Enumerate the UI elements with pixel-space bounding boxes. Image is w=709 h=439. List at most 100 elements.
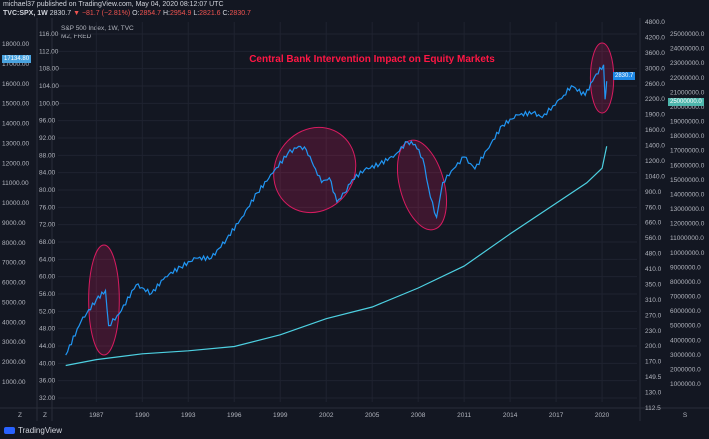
left-outer-tick: 17000.00 bbox=[2, 61, 29, 68]
right-inner-tick: 3000.0 bbox=[645, 65, 665, 72]
close-label: C: bbox=[222, 10, 230, 17]
right-inner-tick: 1900.0 bbox=[645, 112, 665, 119]
left-inner-tick: 40.00 bbox=[39, 360, 56, 367]
chart-title: Central Bank Intervention Impact on Equi… bbox=[249, 54, 495, 65]
left-outer-tick: 12000.00 bbox=[2, 160, 29, 167]
right-outer-tick: 16000000.0 bbox=[670, 162, 705, 169]
low-label: L: bbox=[193, 10, 200, 17]
right-inner-tick: 1600.0 bbox=[645, 127, 665, 134]
right-outer-tick: 10000000.0 bbox=[670, 250, 705, 257]
right-inner-tick: 310.0 bbox=[645, 297, 662, 304]
published-by-line: michael37 published on TradingView.com, … bbox=[3, 1, 224, 8]
right-outer-tick: 18000000.0 bbox=[670, 133, 705, 140]
left-inner-tick: 60.00 bbox=[39, 274, 56, 281]
highlight-ellipse bbox=[88, 244, 120, 356]
x-tick-label: 1999 bbox=[273, 412, 288, 419]
left-outer-tick: 1000.00 bbox=[2, 379, 26, 386]
down-triangle-icon: ▼ bbox=[73, 10, 80, 17]
spx-price-tag: 2830.7 bbox=[613, 72, 636, 80]
right-inner-tick: 112.5 bbox=[645, 405, 661, 412]
left-inner-tick: 80.00 bbox=[39, 187, 56, 194]
right-inner-tick: 170.0 bbox=[645, 359, 662, 366]
x-tick-label: 2017 bbox=[549, 412, 564, 419]
left-outer-tick: 2000.00 bbox=[2, 359, 26, 366]
x-tick-label: 1996 bbox=[227, 412, 242, 419]
high-value: 2954.9 bbox=[169, 10, 192, 17]
right-inner-tick: 560.0 bbox=[645, 235, 662, 242]
x-tick-label: 1987 bbox=[89, 412, 104, 419]
series-lines bbox=[65, 64, 608, 367]
right-outer-tick: 25000000.0 bbox=[670, 31, 705, 38]
right-outer-tick: 1000000.0 bbox=[670, 381, 701, 388]
last-price: 2830.7 bbox=[49, 10, 72, 17]
left-inner-tick: 108.00 bbox=[39, 66, 59, 73]
right-inner-tick: 130.0 bbox=[645, 390, 662, 397]
left-inner-tick: 32.00 bbox=[39, 395, 56, 402]
symbol-ohlc-line: TVC:SPX, 1W 2830.7 ▼ −81.7 (−2.81%) O:28… bbox=[3, 10, 251, 17]
m2-price-tag: 17134.80 bbox=[2, 55, 32, 63]
right-inner-tick: 1400.0 bbox=[645, 143, 665, 150]
low-value: 2821.6 bbox=[199, 10, 221, 17]
x-tick-label: 2011 bbox=[457, 412, 471, 419]
right-outer-tick: 13000000.0 bbox=[670, 206, 705, 213]
left-inner-tick: 36.00 bbox=[39, 378, 56, 385]
left-outer-tick: 15000.00 bbox=[2, 101, 29, 108]
left-outer-tick: 4000.00 bbox=[2, 319, 26, 326]
left-outer-tick: 14000.00 bbox=[2, 121, 29, 128]
left-outer-tick: 5000.00 bbox=[2, 299, 26, 306]
open-value: 2854.7 bbox=[139, 10, 161, 17]
right-inner-tick: 4800.0 bbox=[645, 19, 665, 26]
axis-ticks: 1987 1990 1993 1996 1999 2002 2005 2008 2011 2014… bbox=[2, 19, 705, 419]
right-inner-tick: 1040.0 bbox=[645, 173, 665, 180]
right-outer-tick: 2000000.0 bbox=[670, 366, 701, 373]
right-inner-tick: 200.0 bbox=[645, 343, 662, 350]
legend-spx[interactable]: S&P 500 Index, 1W, TVC bbox=[61, 25, 134, 32]
right-outer-tick: 17000000.0 bbox=[670, 148, 705, 155]
right-inner-tick: 2200.0 bbox=[645, 96, 665, 103]
left-inner-tick: 64.00 bbox=[39, 256, 56, 263]
open-label: O: bbox=[132, 10, 140, 17]
right-outer-tick: 12000000.0 bbox=[670, 221, 705, 228]
price-change: −81.7 (−2.81%) bbox=[81, 10, 131, 17]
right-inner-tick: 1200.0 bbox=[645, 158, 665, 165]
close-value: 2830.7 bbox=[229, 10, 251, 17]
left-inner-tick: 96.00 bbox=[39, 118, 56, 125]
bottom-axis-letter: Z bbox=[18, 412, 22, 419]
left-outer-tick: 16000.00 bbox=[2, 81, 29, 88]
left-inner-tick: 72.00 bbox=[39, 222, 56, 229]
left-outer-tick: 7000.00 bbox=[2, 260, 26, 267]
right-outer-tick: 23000000.0 bbox=[670, 60, 705, 67]
right-inner-tick: 230.0 bbox=[645, 328, 662, 335]
fred-price-tag: 25000000.0 bbox=[668, 98, 704, 106]
right-inner-tick: 350.0 bbox=[645, 281, 662, 288]
left-inner-tick: 88.00 bbox=[39, 152, 56, 159]
tradingview-logo[interactable]: TradingView bbox=[4, 426, 62, 435]
left-inner-tick: 44.00 bbox=[39, 343, 56, 350]
x-tick-label: 2002 bbox=[319, 412, 334, 419]
bottom-axis-letter: Z bbox=[43, 412, 47, 419]
x-tick-label: 2005 bbox=[365, 412, 380, 419]
right-inner-tick: 4200.0 bbox=[645, 34, 665, 41]
left-inner-tick: 56.00 bbox=[39, 291, 56, 298]
right-outer-tick: 24000000.0 bbox=[670, 46, 705, 53]
highlight-ellipses bbox=[88, 42, 615, 356]
symbol-label[interactable]: TVC:SPX, 1W bbox=[3, 10, 48, 17]
left-inner-tick: 48.00 bbox=[39, 326, 56, 333]
tradingview-icon bbox=[4, 427, 15, 434]
left-outer-tick: 10000.00 bbox=[2, 200, 29, 207]
left-outer-tick: 6000.00 bbox=[2, 280, 26, 287]
legend-m2[interactable]: M2, FRED bbox=[61, 33, 92, 40]
right-inner-tick: 3600.0 bbox=[645, 50, 665, 57]
right-inner-tick: 660.0 bbox=[645, 220, 662, 227]
left-outer-tick: 3000.00 bbox=[2, 339, 26, 346]
right-outer-tick: 22000000.0 bbox=[670, 75, 705, 82]
left-inner-tick: 112.00 bbox=[39, 48, 59, 55]
left-outer-tick: 11000.00 bbox=[2, 180, 29, 187]
x-tick-label: 2020 bbox=[595, 412, 610, 419]
right-inner-tick: 760.0 bbox=[645, 204, 662, 211]
right-outer-tick: 8000000.0 bbox=[670, 279, 701, 286]
right-outer-tick: 3000000.0 bbox=[670, 352, 701, 359]
right-outer-tick: 4000000.0 bbox=[670, 337, 701, 344]
spx-series-line bbox=[65, 64, 608, 356]
